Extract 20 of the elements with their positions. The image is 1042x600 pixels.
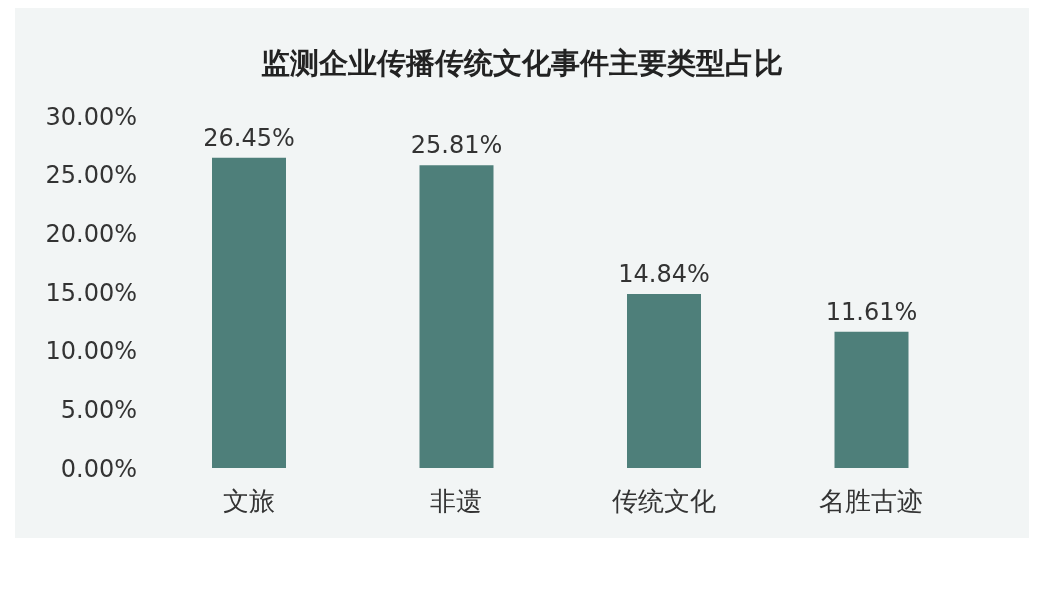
bar [212,157,286,468]
x-tick-label: 名胜古迹 [819,486,924,517]
data-label: 14.84% [618,259,710,288]
data-label: 26.45% [203,123,295,152]
y-tick-label: 5.00% [60,395,137,424]
bar [419,165,494,468]
y-tick-label: 20.00% [45,219,137,248]
chart-title: 监测企业传播传统文化事件主要类型占比 [260,45,784,82]
data-label: 11.61% [825,297,918,326]
x-tick-label: 非遗 [430,486,483,517]
y-tick-label: 10.00% [45,337,137,366]
y-tick-label: 15.00% [45,278,137,307]
bar [834,331,909,468]
bar [627,293,701,468]
data-label: 25.81% [410,131,503,160]
y-tick-label: 0.00% [60,454,137,483]
x-tick-label: 文旅 [222,486,275,517]
y-tick-label: 30.00% [45,102,137,131]
x-tick-label: 传统文化 [611,486,716,517]
y-tick-label: 25.00% [45,161,137,190]
